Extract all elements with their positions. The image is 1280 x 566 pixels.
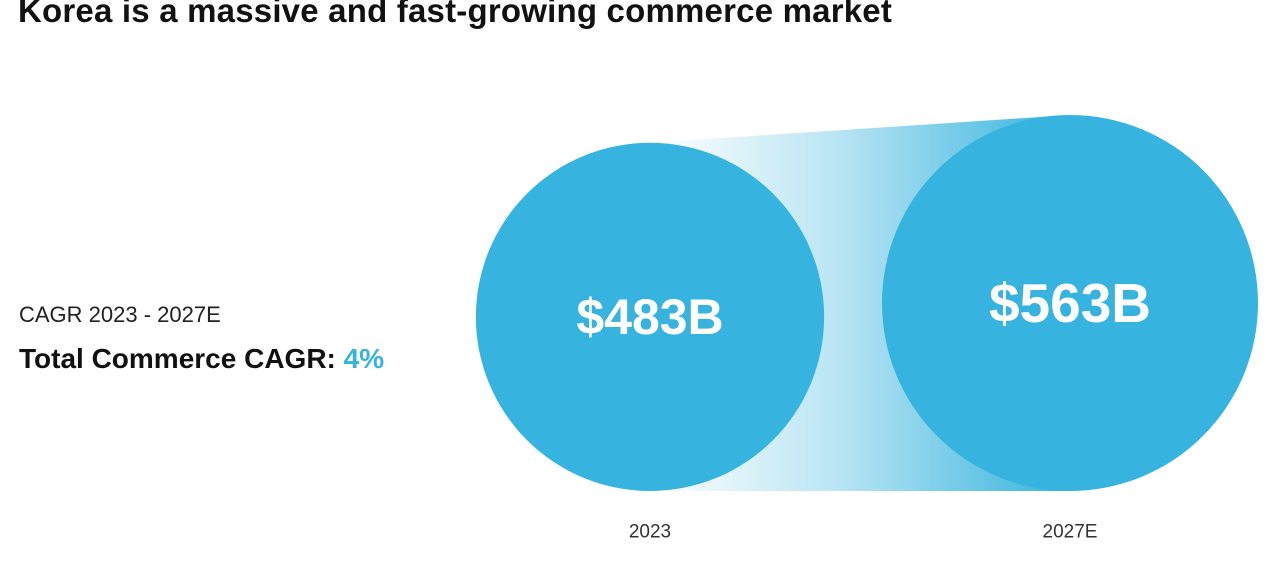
cagr-caption: CAGR 2023 - 2027E	[19, 302, 221, 327]
bubble-2027e	[882, 115, 1258, 491]
cagr-block: CAGR 2023 - 2027E Total Commerce CAGR: 4…	[19, 300, 384, 376]
cagr-label: Total Commerce CAGR:	[19, 343, 336, 374]
cagr-headline: Total Commerce CAGR: 4%	[19, 342, 384, 376]
bubble-value-label-2027e: $563B	[989, 272, 1151, 334]
category-label-2023: 2023	[629, 522, 671, 543]
page-title: Korea is a massive and fast-growing comm…	[18, 0, 893, 29]
bubble-2023	[475, 142, 825, 491]
category-label-2027e: 2027E	[1043, 522, 1098, 543]
bubble-value-label-2023: $483B	[576, 289, 723, 345]
cagr-value: 4%	[343, 343, 385, 374]
